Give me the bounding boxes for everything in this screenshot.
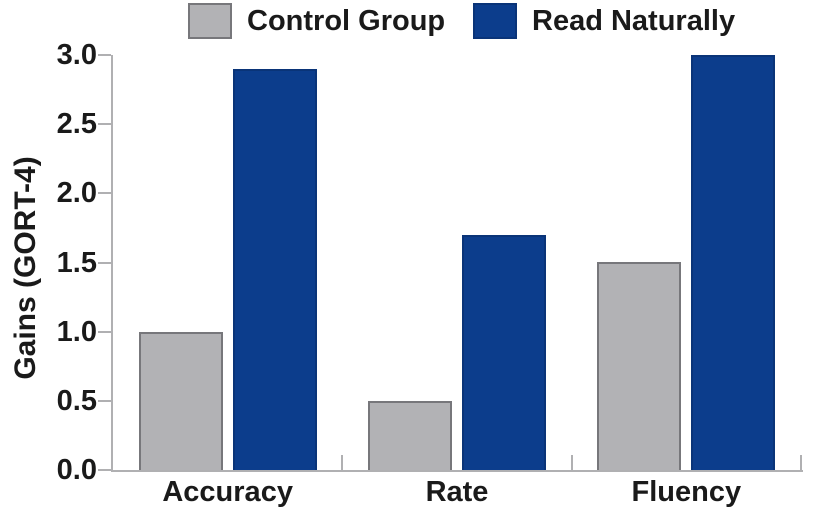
- x-tick-mark: [570, 455, 573, 470]
- x-category-label: Fluency: [631, 476, 742, 508]
- y-tick-mark: [98, 330, 111, 333]
- bar-rate-read-naturally: [462, 235, 546, 470]
- legend-label-read-naturally: Read Naturally: [532, 4, 736, 37]
- control-group-swatch-icon: [188, 3, 232, 39]
- bar-accuracy-read-naturally: [232, 69, 317, 470]
- x-category-label: Accuracy: [162, 476, 293, 508]
- y-tick-label: 2.5: [56, 108, 97, 141]
- y-tick-mark: [98, 261, 111, 264]
- y-tick-mark: [98, 399, 111, 402]
- y-tick-label: 1.5: [56, 246, 97, 279]
- x-axis-line: [111, 470, 803, 472]
- x-tick-mark: [341, 455, 344, 470]
- y-tick-mark: [98, 192, 111, 195]
- y-tick-label: 1.0: [56, 315, 97, 348]
- x-tick-mark: [800, 455, 802, 470]
- y-tick-mark: [98, 54, 111, 56]
- bar-fluency-control-group: [597, 262, 682, 470]
- y-tick-mark: [98, 469, 111, 471]
- y-tick-label: 0.0: [56, 454, 97, 486]
- read-naturally-swatch-icon: [473, 3, 517, 39]
- y-tick-label: 0.5: [56, 384, 97, 417]
- y-tick-label: 2.0: [56, 177, 97, 210]
- bar-fluency-read-naturally: [691, 55, 776, 470]
- x-category-label: Rate: [425, 476, 489, 508]
- y-tick-mark: [98, 123, 111, 126]
- legend-item-control-group: Control Group: [188, 0, 445, 42]
- bar-accuracy-control-group: [138, 332, 223, 470]
- legend-label-control-group: Control Group: [247, 4, 446, 37]
- bar-rate-control-group: [368, 401, 452, 470]
- y-axis-line: [111, 55, 113, 472]
- y-tick-label: 3.0: [56, 39, 97, 71]
- legend-item-read-naturally: Read Naturally: [473, 0, 735, 42]
